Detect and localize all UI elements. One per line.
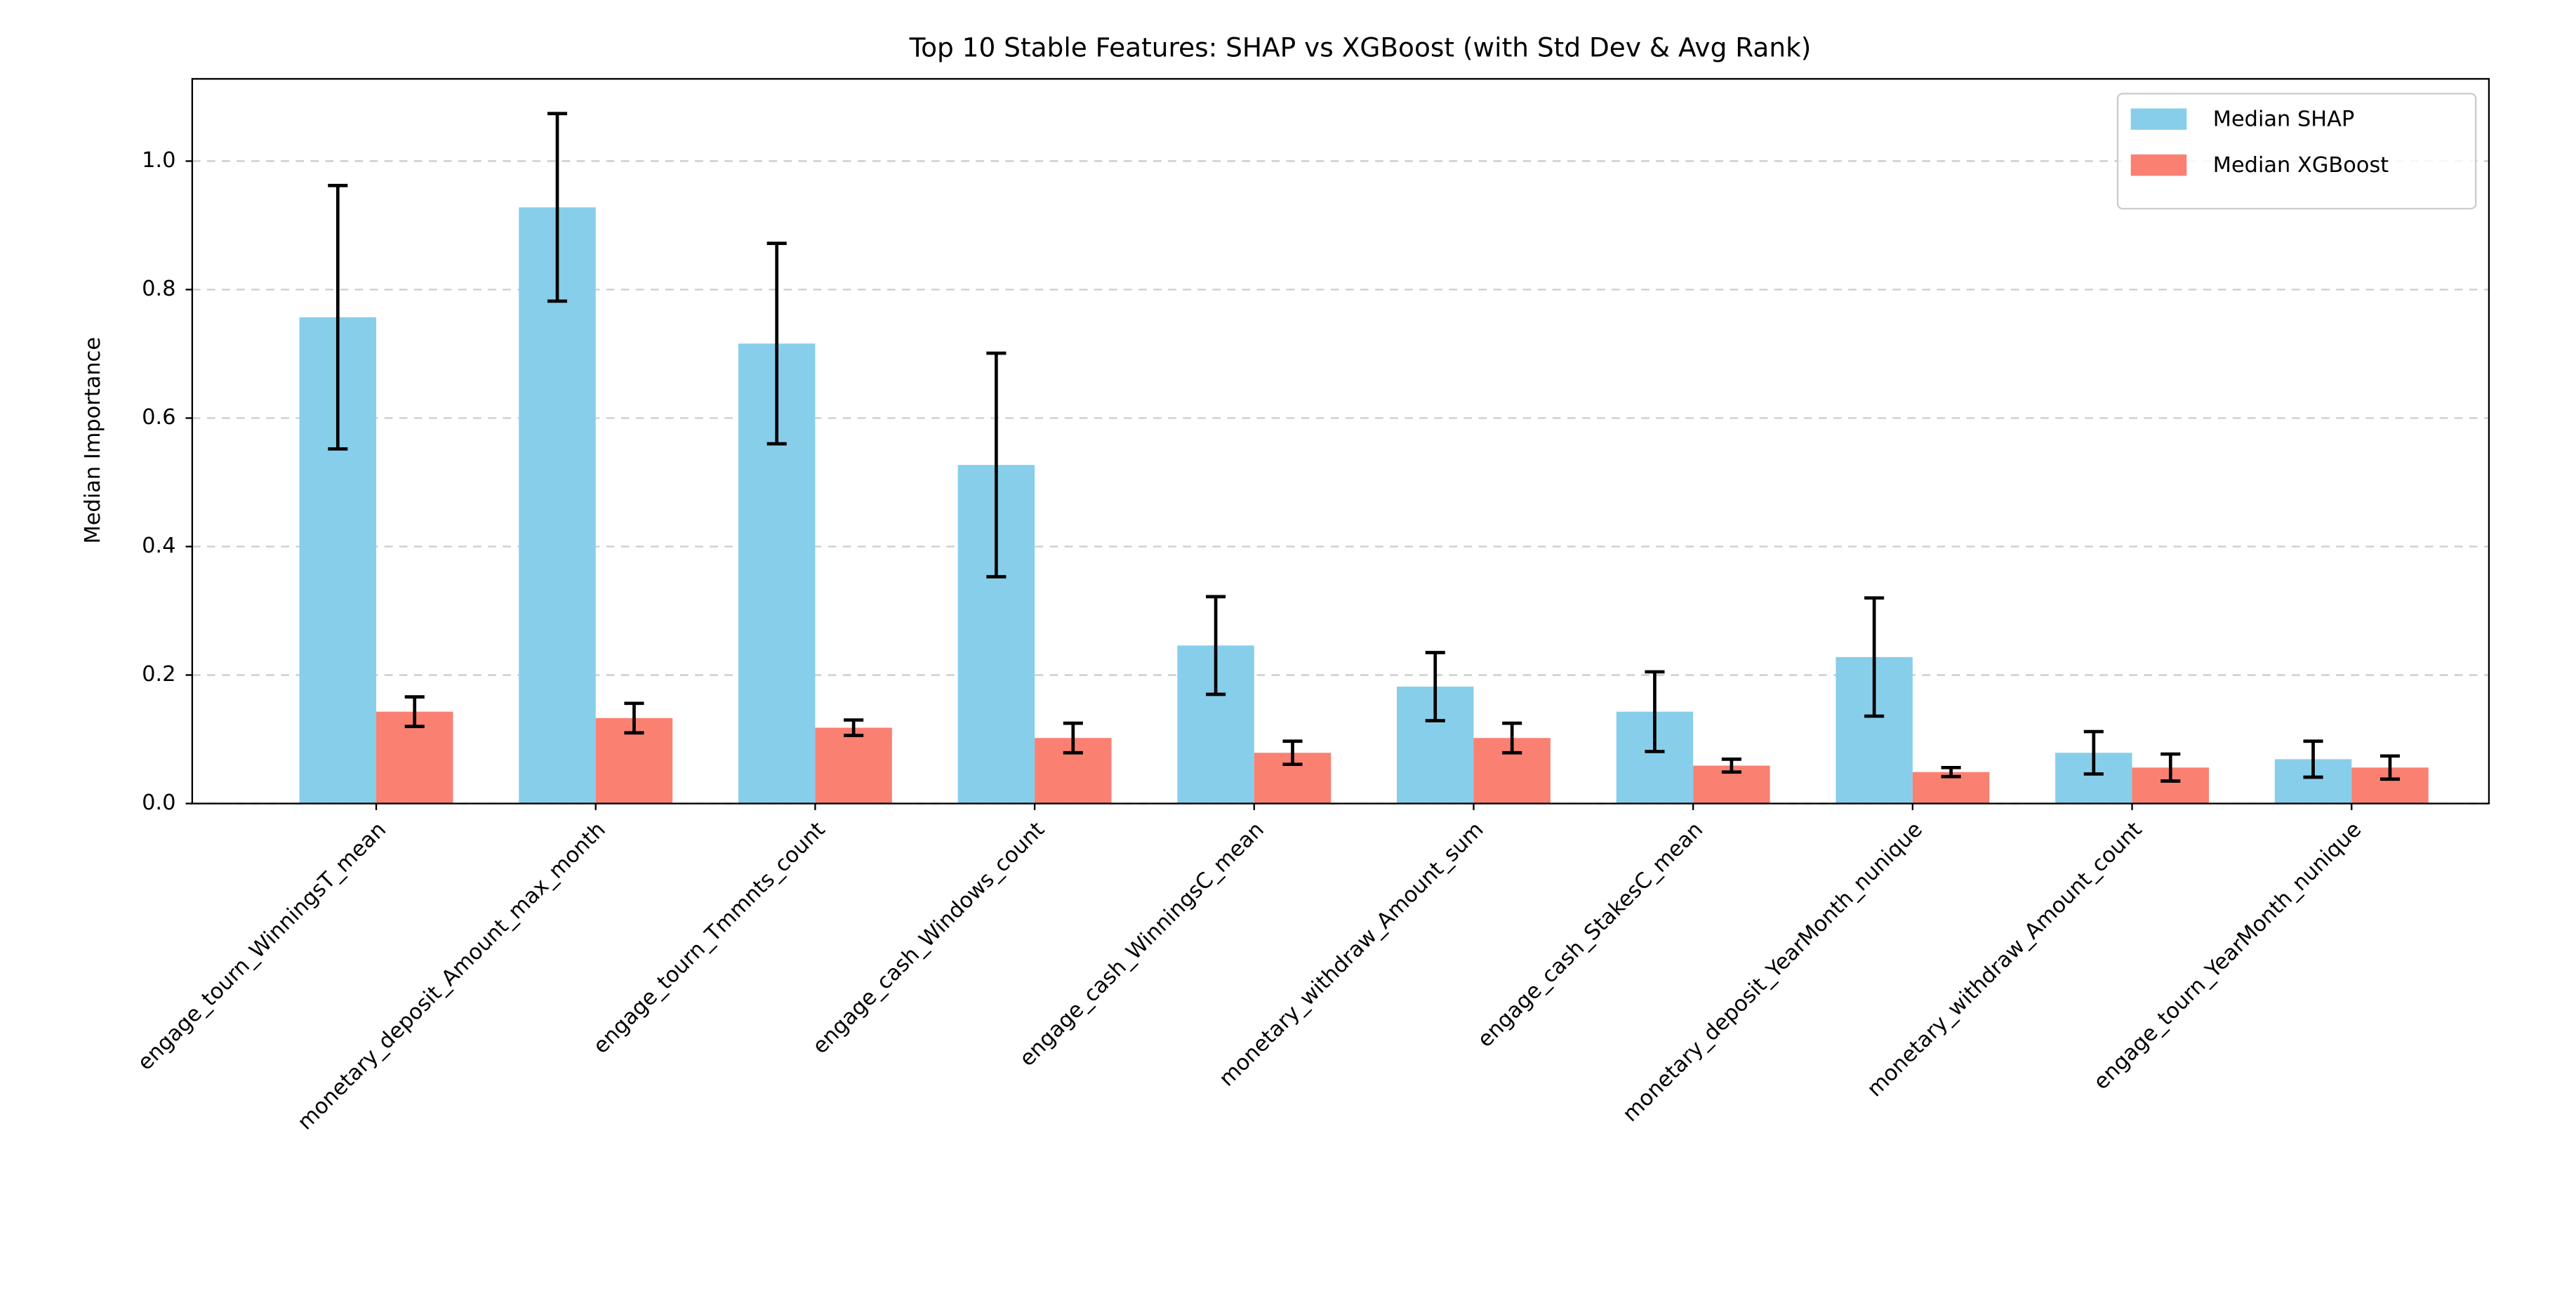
error-bar [2160, 752, 2181, 783]
error-bar [1206, 595, 1226, 696]
y-tick-label: 0.2 [142, 662, 175, 687]
error-bar [404, 695, 425, 729]
y-tick-label: 0.0 [142, 791, 175, 815]
error-bar [844, 718, 864, 737]
error-bar [1425, 651, 1445, 722]
error-bar [547, 112, 568, 303]
error-bar [766, 242, 787, 446]
legend-box [2116, 93, 2477, 210]
bar [815, 727, 892, 804]
error-bar [328, 183, 348, 451]
y-axis-label: Median Importance [81, 337, 105, 544]
error-bar [986, 351, 1007, 578]
legend-label: Median SHAP [2213, 107, 2355, 131]
error-bar [1941, 765, 1961, 779]
error-bar [2303, 739, 2323, 779]
error-bar [624, 701, 644, 735]
y-tick-label: 0.8 [142, 277, 175, 301]
legend-label: Median XGBoost [2213, 153, 2389, 178]
error-bar [1864, 596, 1885, 718]
y-tick-label: 1.0 [142, 148, 175, 173]
error-bar [1721, 758, 1741, 774]
y-tick-label: 0.4 [142, 534, 175, 558]
plot-frame [191, 78, 2490, 805]
error-bar [2379, 754, 2401, 781]
bar [519, 207, 596, 804]
error-bar [2083, 729, 2104, 776]
error-bar [1063, 721, 1083, 755]
legend-swatch [2130, 108, 2187, 130]
chart-title: Top 10 Stable Features: SHAP vs XGBoost … [909, 32, 1812, 63]
error-bar [1502, 721, 1522, 755]
error-bar [1282, 739, 1303, 767]
error-bar [1645, 670, 1665, 753]
y-tick-label: 0.6 [142, 405, 175, 430]
legend-swatch [2130, 154, 2187, 176]
